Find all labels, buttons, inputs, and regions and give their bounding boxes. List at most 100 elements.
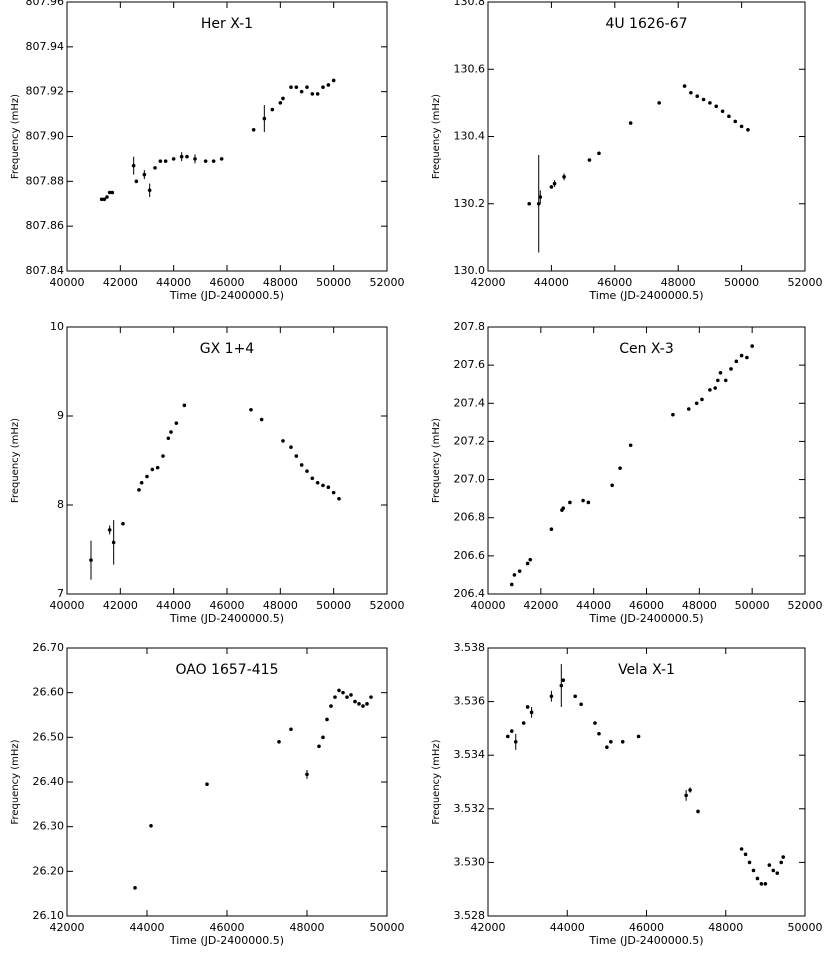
x-axis-label: Time (JD-2400000.5) <box>588 612 703 625</box>
panel: 40000 42000 44000 46000 48000 50000 52000 7 8 9 10… <box>10 320 405 625</box>
data-point <box>174 421 179 425</box>
data-point <box>365 702 369 706</box>
y-tick-label: 26.50 <box>33 730 65 743</box>
data-point <box>369 695 373 699</box>
data-point <box>310 92 315 96</box>
data-point <box>315 480 320 485</box>
data-point <box>743 852 748 857</box>
data-point <box>305 85 309 89</box>
data-point <box>767 863 772 867</box>
data-point <box>628 443 633 448</box>
data-point <box>682 84 687 88</box>
data-point <box>305 772 309 777</box>
data-point <box>289 727 293 732</box>
x-tick-label: 48000 <box>708 921 743 934</box>
data-point <box>708 388 712 392</box>
data-point <box>134 179 139 184</box>
data-point <box>361 704 365 708</box>
data-point <box>525 705 530 709</box>
data-point <box>281 96 285 101</box>
data-point <box>513 740 518 744</box>
data-point <box>620 740 625 744</box>
data-point <box>579 702 583 707</box>
x-tick-label: 48000 <box>661 276 696 289</box>
data-point <box>185 154 189 159</box>
data-point <box>755 876 760 881</box>
x-tick-label: 52000 <box>370 599 405 612</box>
x-tick-label: 44000 <box>534 276 569 289</box>
data-point <box>203 159 208 163</box>
y-tick-label: 807.96 <box>26 0 65 8</box>
data-point <box>315 92 320 96</box>
data-point <box>527 201 532 206</box>
data-point <box>561 678 566 682</box>
data-point <box>573 694 577 699</box>
data-point <box>331 78 336 83</box>
data-point <box>694 401 699 406</box>
x-tick-label: 46000 <box>210 276 245 289</box>
y-tick-label: 8 <box>57 498 64 511</box>
data-point <box>179 154 184 159</box>
y-tick-label: 130.6 <box>454 62 486 75</box>
data-point <box>331 490 336 495</box>
data-point <box>321 85 325 89</box>
data-point <box>512 573 517 577</box>
data-point <box>294 85 299 89</box>
y-tick-label: 207.6 <box>454 358 486 371</box>
y-tick-label: 130.0 <box>454 264 486 277</box>
y-tick-label: 10 <box>50 320 64 333</box>
data-point <box>688 788 692 792</box>
y-axis-label: Frequency (mHz) <box>431 94 442 179</box>
data-point <box>102 197 107 202</box>
y-tick-label: 207.8 <box>454 320 486 333</box>
x-tick-label: 50000 <box>316 276 351 289</box>
y-tick-label: 3.536 <box>454 695 486 708</box>
y-tick-label: 807.84 <box>26 264 65 277</box>
data-point <box>182 403 187 408</box>
data-point <box>506 734 510 739</box>
y-tick-label: 206.8 <box>454 511 486 524</box>
data-point <box>734 359 739 364</box>
data-point <box>746 127 750 132</box>
data-point <box>723 378 728 383</box>
data-point <box>262 116 267 121</box>
data-point <box>219 157 224 161</box>
data-point <box>587 158 592 162</box>
x-tick-label: 42000 <box>471 276 506 289</box>
y-tick-label: 26.70 <box>33 641 65 654</box>
panel: 42000 44000 46000 48000 50000 3.528 3.530 3.532… <box>431 641 823 947</box>
data-point <box>337 688 341 693</box>
panel: 42000 44000 46000 48000 50000 52000 130.0 130.2… <box>431 0 823 302</box>
x-tick-label: 50000 <box>370 921 405 934</box>
data-point <box>150 467 155 472</box>
data-point <box>561 506 566 510</box>
y-tick-label: 207.0 <box>454 473 486 486</box>
data-point <box>521 721 526 725</box>
y-tick-label: 26.10 <box>33 909 65 922</box>
data-point <box>89 558 93 562</box>
data-point <box>657 101 661 105</box>
y-tick-label: 3.538 <box>454 641 486 654</box>
x-tick-label: 52000 <box>370 276 405 289</box>
panel-title: 4U 1626-67 <box>605 16 687 32</box>
data-point <box>610 483 614 488</box>
panel-title: Vela X-1 <box>618 662 675 678</box>
x-tick-label: 52000 <box>788 276 823 289</box>
data-point <box>549 694 554 699</box>
data-point <box>149 823 153 828</box>
data-point <box>536 201 541 206</box>
plot-frame <box>66 326 388 595</box>
data-point <box>357 702 361 706</box>
x-tick-label: 44000 <box>156 276 191 289</box>
data-point <box>139 480 144 485</box>
x-tick-label: 44000 <box>130 921 165 934</box>
data-point <box>739 353 744 358</box>
data-point <box>205 782 209 787</box>
x-tick-label: 48000 <box>290 921 325 934</box>
data-point <box>166 436 171 441</box>
data-point <box>781 855 786 859</box>
y-axis-label: Frequency (mHz) <box>10 418 21 503</box>
x-axis-label: Time (JD-2400000.5) <box>169 612 284 625</box>
data-point <box>763 882 768 886</box>
data-point <box>193 157 197 161</box>
